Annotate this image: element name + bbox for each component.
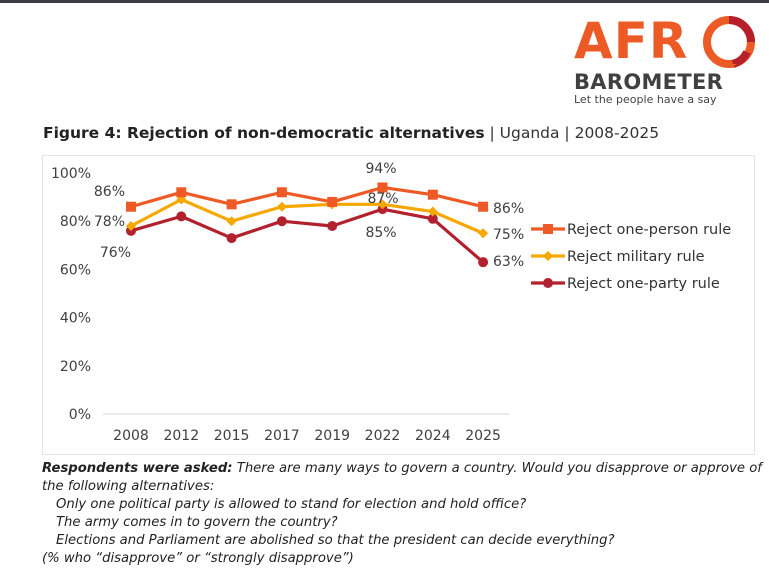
logo-tagline: Let the people have a say: [574, 93, 717, 106]
data-point: [226, 216, 237, 227]
note-item-military: The army comes in to govern the country?: [56, 515, 338, 530]
data-point: [377, 199, 388, 210]
x-tick-label: 2022: [365, 428, 401, 444]
y-tick-label: 40%: [60, 311, 91, 327]
figure-years: 2008-2025: [574, 124, 660, 142]
data-point: [276, 216, 287, 227]
legend-marker: [543, 224, 553, 234]
legend-label: Reject military rule: [567, 249, 705, 265]
x-axis: 2008 2012 2015 2017 2019 2022 2024 2025: [103, 413, 509, 444]
data-label: 94%: [365, 161, 396, 177]
y-tick-label: 80%: [60, 214, 91, 230]
legend: Reject one-person rule Reject military ru…: [531, 222, 731, 292]
data-point: [478, 201, 489, 212]
series-lines: [126, 182, 489, 268]
data-label: 87%: [367, 191, 398, 207]
y-tick-label: 0%: [69, 407, 91, 423]
line-chart: 0%20%40%60%80%100% 2008 2012 2015 2017 2019 2…: [51, 161, 731, 444]
legend-label: Reject one-party rule: [567, 276, 720, 292]
x-tick-label: 2008: [113, 428, 149, 444]
africa-globe-icon: [703, 16, 755, 68]
data-label: 63%: [493, 254, 524, 270]
note-item-one-party: Only one political party is allowed to s…: [56, 497, 527, 512]
figure-title-main: Figure 4: Rejection of non-democratic al…: [43, 124, 485, 142]
note-question-line: Respondents were asked: There are many w…: [42, 460, 762, 496]
top-border: [0, 0, 769, 3]
data-point: [327, 221, 338, 232]
x-tick-label: 2017: [264, 428, 300, 444]
series-reject-one-person-rule: [126, 182, 489, 212]
data-point: [226, 199, 237, 210]
survey-question-note: Respondents were asked: There are many w…: [42, 460, 762, 568]
title-separator: |: [559, 124, 575, 142]
data-point: [478, 257, 489, 268]
data-point: [427, 206, 438, 217]
data-label: 78%: [94, 214, 125, 230]
note-label: Respondents were asked:: [42, 461, 233, 476]
data-point: [126, 221, 136, 232]
series-line: [130, 197, 484, 235]
chart-area: 0% 20% 40% 60% 80% 100% 2008 2012 2015 2017 2019 2…: [42, 155, 755, 455]
data-point: [176, 194, 187, 205]
data-label: 86%: [94, 184, 125, 200]
data-point: [126, 201, 136, 212]
legend-marker: [543, 251, 553, 261]
data-point: [276, 187, 287, 198]
data-point: [478, 228, 489, 239]
x-tick-label: 2012: [163, 428, 199, 444]
y-tick-label: 60%: [60, 262, 91, 278]
note-footnote: (% who “disapprove” or “strongly disappr…: [42, 551, 354, 566]
x-tick-label: 2025: [465, 428, 501, 444]
note-item-one-person: Elections and Parliament are abolished s…: [56, 533, 615, 548]
x-tick-label: 2015: [214, 428, 250, 444]
data-label: 76%: [100, 245, 131, 261]
title-separator: |: [484, 124, 500, 142]
legend-marker: [543, 278, 553, 288]
note-question: There are many ways to govern a country.…: [42, 461, 762, 494]
figure-title: Figure 4: Rejection of non-democratic al…: [43, 124, 659, 142]
legend-item: Reject one-party rule: [531, 276, 720, 292]
legend-item: Reject one-person rule: [531, 222, 731, 238]
y-axis: 0% 20% 40% 60% 80% 100%: [51, 166, 91, 423]
data-point: [226, 233, 237, 244]
data-label: 75%: [493, 227, 524, 243]
figure-country: Uganda: [499, 124, 560, 142]
x-tick-label: 2019: [314, 428, 350, 444]
data-point: [176, 211, 187, 222]
data-point: [276, 201, 287, 212]
y-tick-label: 100%: [51, 166, 91, 182]
data-label: 86%: [493, 201, 524, 217]
legend-label: Reject one-person rule: [567, 222, 731, 238]
data-point: [377, 182, 388, 193]
data-point: [176, 187, 187, 198]
data-label: 85%: [365, 225, 396, 241]
data-point: [327, 196, 338, 207]
logo-wordmark-barometer: BAROMETER: [574, 70, 724, 94]
data-labels: 86% 94% 86% 78% 87% 75% 76% 85% 63%: [94, 161, 524, 270]
y-tick-label: 20%: [60, 359, 91, 375]
data-point: [427, 189, 438, 200]
data-point: [427, 213, 438, 224]
series-line: [130, 207, 485, 264]
x-tick-label: 2024: [415, 428, 451, 444]
afrobarometer-logo: AFR BAROMETER Let the people have a say: [570, 12, 760, 107]
series-line: [130, 185, 484, 209]
logo-wordmark-afr: AFR: [574, 12, 689, 70]
legend-item: Reject military rule: [531, 249, 705, 265]
